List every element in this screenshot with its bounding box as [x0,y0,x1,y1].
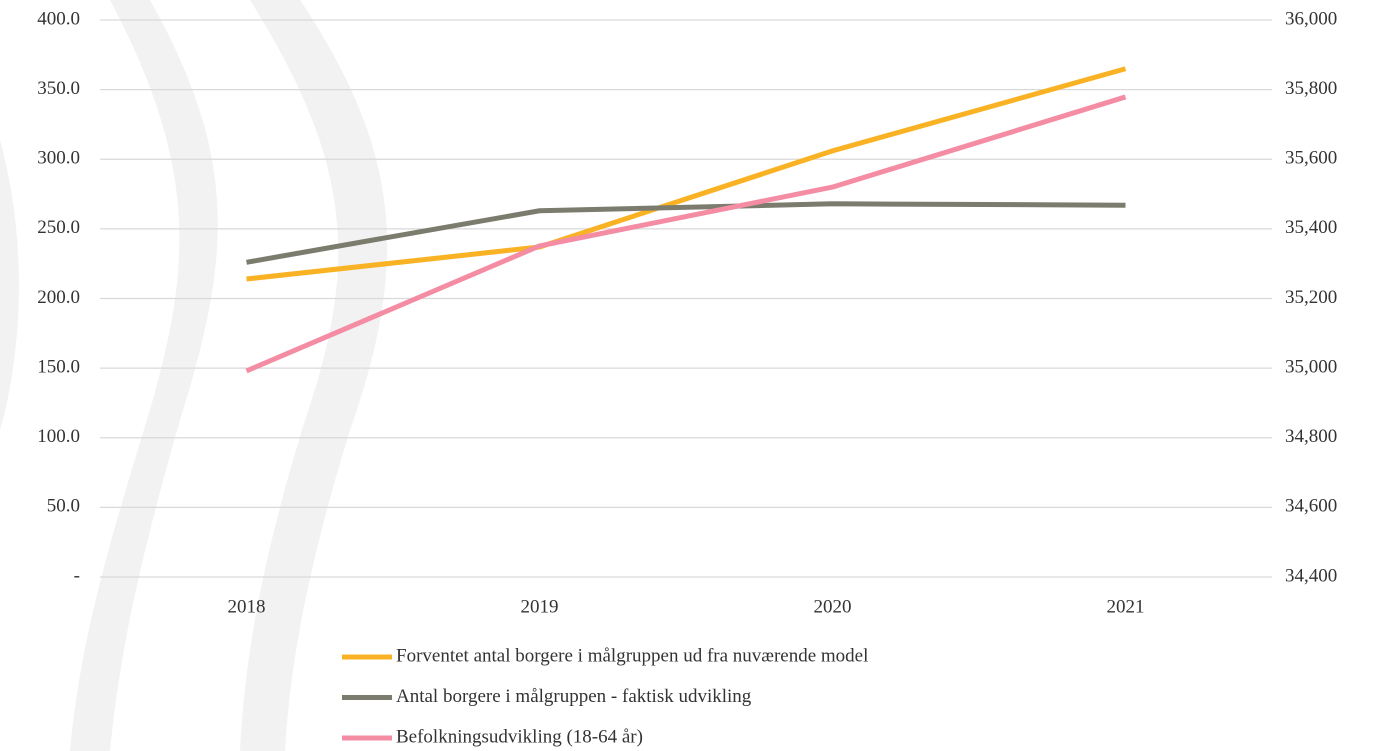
y-tick-label: 350.0 [37,78,80,99]
y-tick-label: - [74,565,80,586]
legend-label: Befolkningsudvikling (18-64 år) [396,726,643,747]
legend-label: Forventet antal borgere i målgruppen ud … [396,645,868,666]
y2-tick-label: 34,600 [1285,496,1337,517]
y2-tick-label: 34,400 [1285,565,1337,586]
y2-tick-label: 35,400 [1285,217,1337,238]
y2-tick-label: 35,200 [1285,287,1337,308]
x-tick-label: 2020 [814,596,852,617]
y2-tick-label: 35,800 [1285,78,1337,99]
series-line [246,201,1126,265]
y-tick-label: 300.0 [37,148,80,169]
series-line [245,94,1127,374]
y-tick-label: 50.0 [47,496,80,517]
y2-tick-label: 35,000 [1285,356,1337,377]
series-line [246,66,1127,282]
x-tick-label: 2018 [228,596,266,617]
y-tick-label: 250.0 [37,217,80,238]
y-tick-label: 200.0 [37,287,80,308]
y2-tick-label: 35,600 [1285,148,1337,169]
legend-label: Antal borgere i målgruppen - faktisk udv… [396,686,752,707]
y2-tick-label: 34,800 [1285,426,1337,447]
x-tick-label: 2021 [1107,596,1145,617]
x-tick-label: 2019 [521,596,559,617]
background-decoration [0,0,388,751]
y2-tick-label: 36,000 [1285,8,1337,29]
y-tick-label: 100.0 [37,426,80,447]
y-tick-label: 400.0 [37,8,80,29]
y-tick-label: 150.0 [37,356,80,377]
